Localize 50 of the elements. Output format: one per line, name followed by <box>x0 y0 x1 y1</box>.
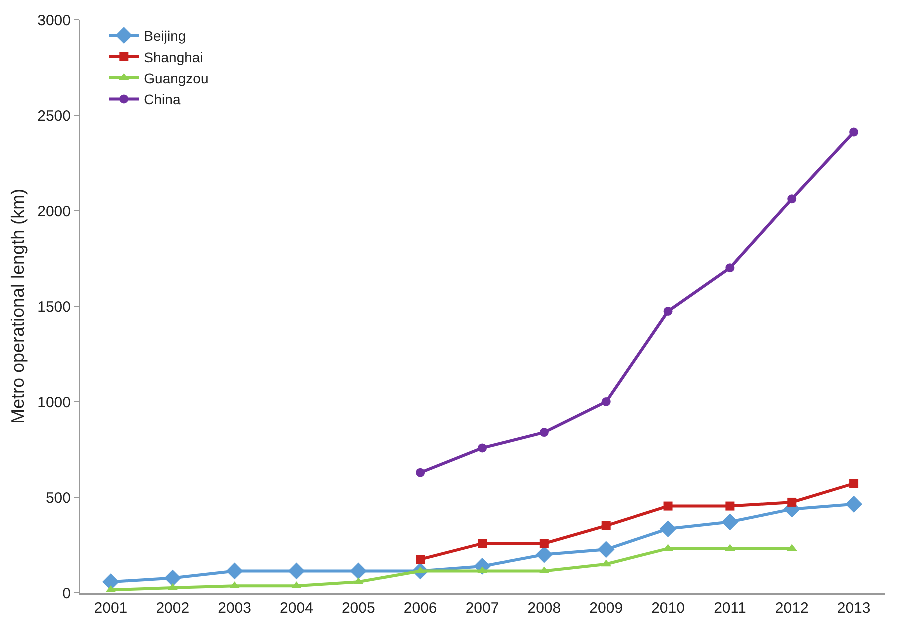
x-tick-label: 2008 <box>528 600 562 617</box>
point <box>226 562 244 580</box>
point <box>598 541 615 558</box>
x-tick-label: 2001 <box>94 600 128 617</box>
point <box>540 428 549 438</box>
x-tick-label: 2002 <box>156 600 190 617</box>
x-tick-label: 2005 <box>342 600 376 617</box>
point <box>540 539 549 548</box>
legend-label: Guangzou <box>144 70 209 86</box>
point <box>350 562 368 580</box>
legend-label: Beijing <box>144 28 186 44</box>
point <box>726 502 735 511</box>
point <box>536 546 553 564</box>
x-tick-label: 2013 <box>837 600 871 617</box>
point <box>660 520 677 538</box>
point <box>664 306 673 316</box>
x-tick-label: 2010 <box>652 600 685 617</box>
point <box>850 128 859 137</box>
point <box>416 468 426 478</box>
x-tick-label: 2003 <box>218 600 252 617</box>
point <box>722 514 739 531</box>
x-tick-label: 2009 <box>590 600 624 617</box>
point <box>788 194 797 204</box>
y-tick-label: 0 <box>62 585 71 602</box>
point <box>602 521 611 530</box>
point <box>788 498 797 507</box>
y-tick-label: 1500 <box>38 298 71 316</box>
y-tick-label: 3000 <box>38 12 71 30</box>
legend-label: China <box>144 92 181 108</box>
legend-label: Shanghai <box>144 49 204 66</box>
point <box>478 539 487 548</box>
point <box>164 570 182 587</box>
x-tick-label: 2006 <box>404 600 438 617</box>
x-tick-label: 2004 <box>280 600 314 617</box>
y-tick-label: 2500 <box>38 108 71 125</box>
point <box>602 398 611 406</box>
point <box>478 444 487 453</box>
y-axis-title: Metro operational length (km) <box>8 188 28 424</box>
x-tick-label: 2012 <box>775 600 809 617</box>
y-tick-label: 500 <box>46 490 71 507</box>
point <box>726 264 735 273</box>
point <box>664 502 673 511</box>
point <box>850 479 859 488</box>
x-tick-label: 2007 <box>466 600 500 617</box>
x-tick-label: 2011 <box>714 600 746 617</box>
point <box>288 562 306 580</box>
y-tick-label: 2000 <box>38 203 71 220</box>
point <box>846 496 862 513</box>
point <box>416 555 426 564</box>
y-tick-label: 1000 <box>38 394 71 412</box>
